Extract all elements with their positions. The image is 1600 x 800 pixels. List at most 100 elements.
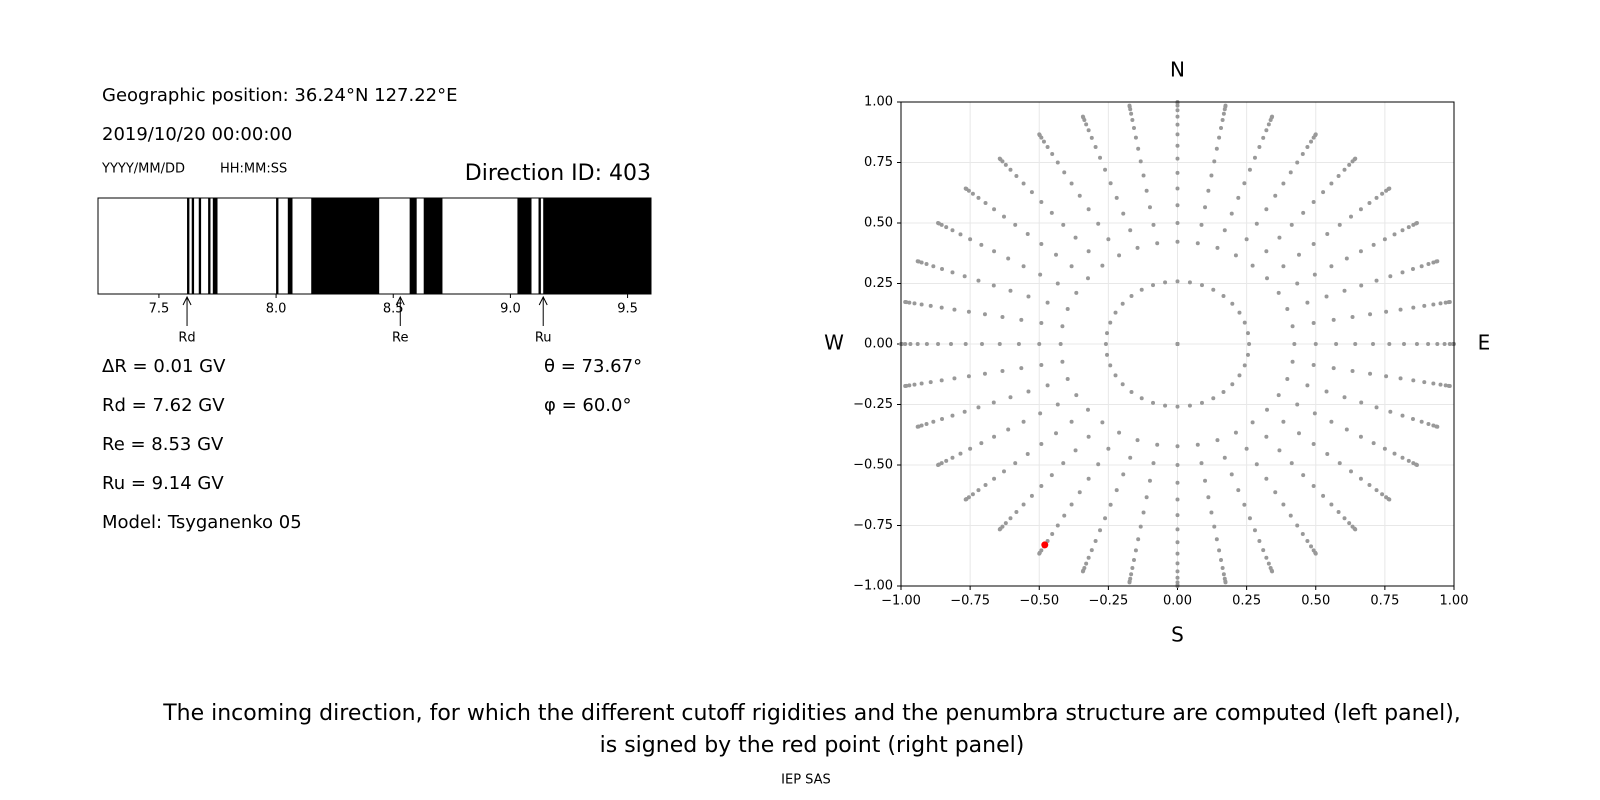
- direction-point: [1223, 103, 1228, 108]
- direction-point: [1334, 342, 1339, 346]
- direction-point: [903, 384, 908, 389]
- direction-point: [1038, 411, 1043, 416]
- direction-point: [1008, 167, 1013, 172]
- marker-label: Rd: [178, 331, 195, 346]
- y-tick-label: −0.75: [853, 518, 893, 533]
- direction-point: [1261, 135, 1266, 140]
- direction-point: [1147, 205, 1152, 210]
- direction-point: [1350, 369, 1355, 374]
- direction-point: [1242, 181, 1247, 186]
- direction-point: [928, 380, 933, 385]
- marker-label: Re: [392, 331, 408, 346]
- direction-point: [1069, 264, 1074, 269]
- direction-point: [991, 283, 996, 288]
- direction-point: [1264, 555, 1269, 560]
- direction-point: [966, 309, 971, 314]
- direction-point: [1074, 290, 1079, 295]
- direction-point: [1135, 245, 1140, 250]
- direction-point: [1214, 537, 1219, 542]
- direction-point: [1273, 490, 1278, 495]
- direction-point: [976, 195, 981, 200]
- direction-point: [1431, 302, 1436, 307]
- direction-point: [1382, 237, 1387, 242]
- direction-point: [1074, 393, 1079, 398]
- direction-point: [1329, 419, 1334, 424]
- direction-point: [979, 441, 984, 446]
- direction-point: [1336, 173, 1341, 178]
- direction-point: [1105, 352, 1110, 357]
- direction-point: [1401, 342, 1406, 346]
- direction-point: [1447, 299, 1452, 304]
- direction-point: [1359, 283, 1364, 288]
- direction-point: [979, 342, 984, 346]
- direction-point: [1244, 237, 1249, 242]
- direction-point: [1129, 294, 1134, 299]
- direction-point: [1136, 146, 1141, 151]
- x-tick-label: 9.0: [500, 302, 521, 317]
- compass-label: E: [1478, 331, 1491, 355]
- direction-point: [1039, 441, 1044, 446]
- x-tick-label: 0.00: [1163, 594, 1192, 609]
- direction-point: [950, 455, 955, 460]
- direction-point: [1398, 376, 1403, 381]
- direction-point: [1414, 342, 1419, 346]
- direction-point: [907, 383, 912, 388]
- direction-point: [1133, 135, 1138, 140]
- direction-point: [1411, 378, 1416, 383]
- direction-point: [1311, 320, 1316, 325]
- time-format: HH:MM:SS: [220, 162, 287, 177]
- direction-point: [1367, 482, 1372, 487]
- direction-point: [1080, 569, 1085, 574]
- direction-point: [1175, 143, 1180, 148]
- direction-point: [1061, 461, 1066, 466]
- datetime: 2019/10/20 00:00:00: [102, 124, 292, 145]
- direction-point: [1247, 167, 1252, 172]
- direction-point: [1329, 181, 1334, 186]
- direction-point: [903, 299, 908, 304]
- direction-point: [1008, 288, 1013, 293]
- direction-point: [1069, 502, 1074, 507]
- direction-point: [1266, 561, 1271, 566]
- direction-point: [1147, 478, 1152, 483]
- caption: is signed by the red point (right panel): [600, 733, 1025, 758]
- direction-point: [1250, 420, 1255, 425]
- direction-point: [1221, 389, 1226, 394]
- direction-point: [1096, 221, 1101, 226]
- direction-point: [1054, 252, 1059, 257]
- direction-point: [1311, 363, 1316, 368]
- direction-point: [1136, 537, 1141, 542]
- direction-point: [1016, 342, 1021, 346]
- direction-point: [976, 278, 981, 283]
- footer: IEP SAS: [781, 773, 831, 788]
- forbidden-band: [276, 198, 279, 294]
- direction-point: [1273, 193, 1278, 198]
- direction-point: [1257, 145, 1262, 150]
- direction-point: [970, 492, 975, 497]
- direction-point: [1295, 523, 1300, 528]
- direction-point: [1013, 461, 1018, 466]
- direction-point: [1349, 469, 1354, 474]
- direction-point: [1187, 403, 1192, 408]
- direction-point: [1245, 331, 1250, 336]
- direction-point: [1050, 531, 1055, 536]
- direction-point: [1411, 305, 1416, 310]
- plot-frame: [97, 197, 652, 295]
- direction-point: [1055, 281, 1060, 286]
- direction-point: [1329, 264, 1334, 269]
- direction-point: [940, 417, 945, 422]
- direction-point: [1384, 374, 1389, 379]
- y-tick-label: −0.50: [853, 458, 893, 473]
- direction-point: [1264, 207, 1269, 212]
- direction-point: [1058, 342, 1063, 346]
- direction-point: [1086, 207, 1091, 212]
- direction-point: [1244, 446, 1249, 451]
- direction-point: [958, 451, 963, 456]
- direction-point: [1209, 173, 1214, 178]
- compass-label: W: [824, 331, 844, 355]
- direction-point: [1276, 393, 1281, 398]
- direction-point: [1349, 214, 1354, 219]
- direction-point: [1324, 389, 1329, 394]
- direction-point: [907, 300, 912, 305]
- direction-point: [1220, 565, 1225, 570]
